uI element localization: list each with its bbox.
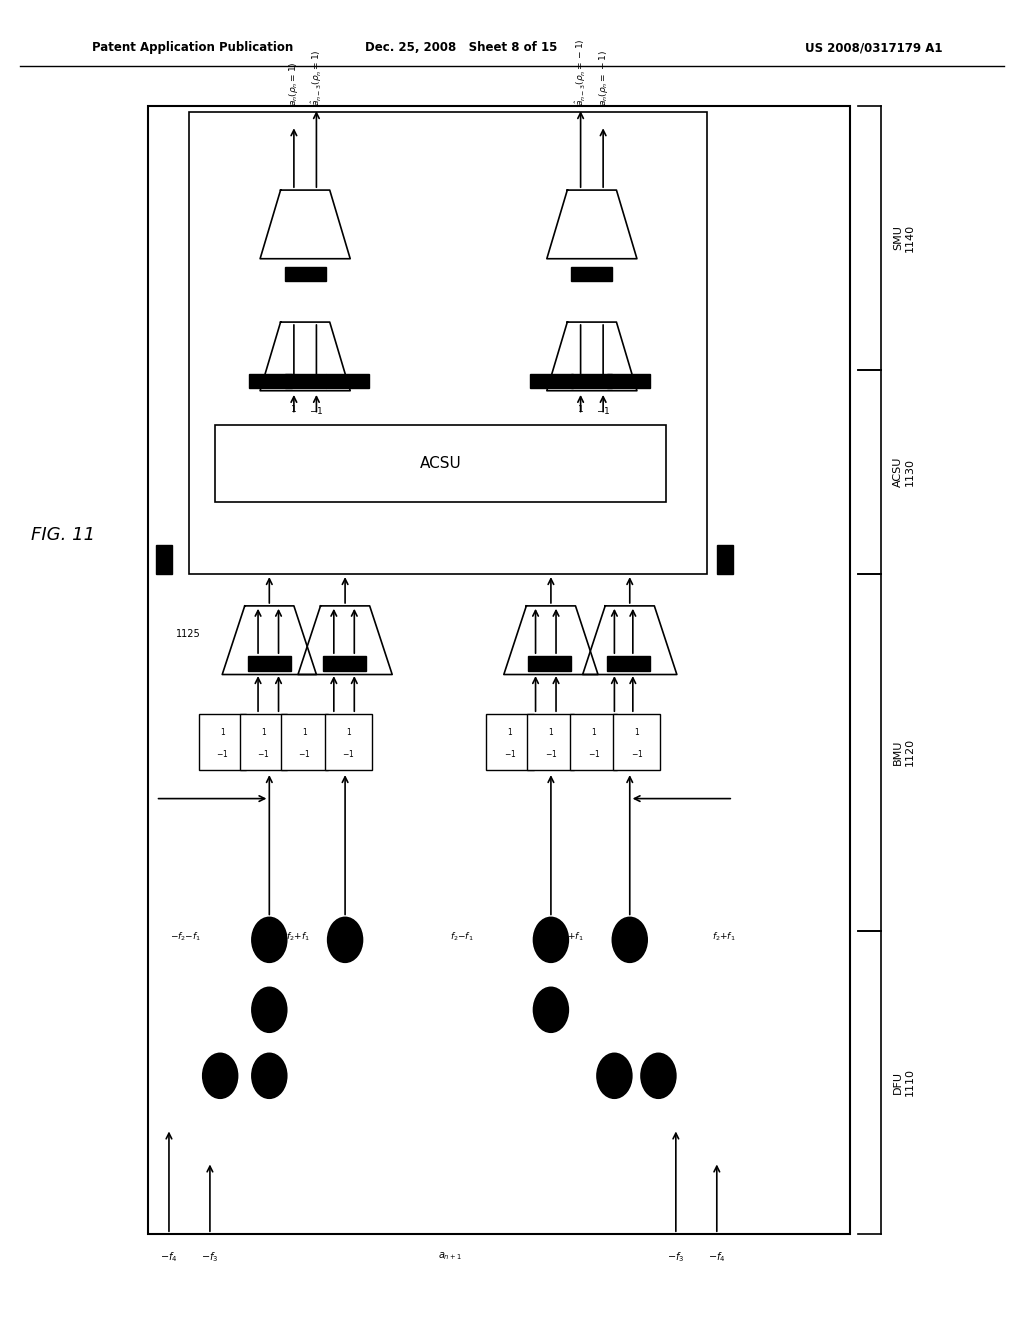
Bar bbox=[248, 656, 291, 671]
Circle shape bbox=[534, 917, 568, 962]
Text: $f_2{+}f_1$: $f_2{+}f_1$ bbox=[560, 931, 584, 944]
Bar bbox=[199, 714, 246, 770]
Text: $-1$: $-1$ bbox=[257, 748, 269, 759]
Bar bbox=[530, 374, 573, 388]
Bar bbox=[486, 714, 534, 770]
Text: $-1$: $-1$ bbox=[216, 748, 228, 759]
Bar bbox=[717, 545, 733, 574]
Text: $-1$: $-1$ bbox=[309, 405, 324, 416]
Text: $-f_3$: $-f_3$ bbox=[668, 1250, 684, 1263]
Text: $-f_3$: $-f_3$ bbox=[202, 1250, 218, 1263]
Bar bbox=[285, 267, 326, 281]
Polygon shape bbox=[298, 606, 392, 675]
Text: FIG. 11: FIG. 11 bbox=[32, 525, 95, 544]
Text: 1: 1 bbox=[220, 729, 224, 737]
Text: $f_2{-}f_1$: $f_2{-}f_1$ bbox=[451, 931, 474, 944]
Polygon shape bbox=[547, 322, 637, 391]
Text: 1: 1 bbox=[635, 729, 639, 737]
Bar bbox=[148, 106, 850, 1234]
Bar bbox=[323, 656, 366, 671]
Text: 1: 1 bbox=[261, 729, 265, 737]
Polygon shape bbox=[583, 606, 677, 675]
Bar bbox=[325, 714, 372, 770]
Text: $\hat{a}_{n-3}(\rho_n{=}-1)$: $\hat{a}_{n-3}(\rho_n{=}-1)$ bbox=[573, 38, 588, 106]
Circle shape bbox=[328, 917, 362, 962]
Text: 1: 1 bbox=[549, 729, 553, 737]
Text: BMU
1120: BMU 1120 bbox=[893, 738, 914, 767]
Text: DFU
1110: DFU 1110 bbox=[893, 1068, 914, 1097]
Bar bbox=[570, 714, 617, 770]
Text: 1: 1 bbox=[508, 729, 512, 737]
Bar bbox=[285, 374, 326, 388]
Circle shape bbox=[534, 987, 568, 1032]
Text: $-1$: $-1$ bbox=[504, 748, 516, 759]
Circle shape bbox=[597, 1053, 632, 1098]
Text: $a_{n+1}$: $a_{n+1}$ bbox=[438, 1250, 463, 1262]
Bar bbox=[607, 656, 650, 671]
Circle shape bbox=[203, 1053, 238, 1098]
Polygon shape bbox=[260, 322, 350, 391]
Bar bbox=[607, 374, 650, 388]
Text: Patent Application Publication: Patent Application Publication bbox=[92, 41, 294, 54]
Polygon shape bbox=[547, 190, 637, 259]
Circle shape bbox=[252, 1053, 287, 1098]
Text: $-1$: $-1$ bbox=[342, 748, 354, 759]
Text: US 2008/0317179 A1: US 2008/0317179 A1 bbox=[805, 41, 942, 54]
Text: $-1$: $-1$ bbox=[298, 748, 310, 759]
Bar bbox=[528, 656, 571, 671]
Text: SMU
1140: SMU 1140 bbox=[893, 223, 914, 252]
Text: 1: 1 bbox=[302, 729, 306, 737]
Text: $-f_2{-}f_1$: $-f_2{-}f_1$ bbox=[170, 931, 201, 944]
Text: 1: 1 bbox=[346, 729, 350, 737]
Bar bbox=[215, 425, 666, 502]
Bar bbox=[189, 112, 707, 574]
Polygon shape bbox=[222, 606, 316, 675]
Circle shape bbox=[641, 1053, 676, 1098]
Circle shape bbox=[252, 987, 287, 1032]
Text: 1125: 1125 bbox=[176, 628, 201, 639]
Text: 1: 1 bbox=[291, 405, 297, 414]
Text: $-1$: $-1$ bbox=[588, 748, 600, 759]
Polygon shape bbox=[504, 606, 598, 675]
Text: 1: 1 bbox=[592, 729, 596, 737]
Bar bbox=[613, 714, 660, 770]
Text: $-1$: $-1$ bbox=[631, 748, 643, 759]
Bar bbox=[249, 374, 292, 388]
Text: $-f_4$: $-f_4$ bbox=[708, 1250, 726, 1263]
Bar bbox=[281, 714, 328, 770]
Text: ACSU: ACSU bbox=[420, 455, 461, 471]
Circle shape bbox=[612, 917, 647, 962]
Text: 1: 1 bbox=[578, 405, 584, 414]
Bar bbox=[326, 374, 369, 388]
Text: $\hat{a}_{n-3}(\rho_n{=}1)$: $\hat{a}_{n-3}(\rho_n{=}1)$ bbox=[309, 49, 324, 106]
Text: $-1$: $-1$ bbox=[596, 405, 610, 416]
Bar bbox=[571, 267, 612, 281]
Circle shape bbox=[252, 917, 287, 962]
Text: $f_2{+}f_1$: $f_2{+}f_1$ bbox=[712, 931, 735, 944]
Text: $-1$: $-1$ bbox=[545, 748, 557, 759]
Bar bbox=[240, 714, 287, 770]
Text: $-f_4$: $-f_4$ bbox=[160, 1250, 178, 1263]
Polygon shape bbox=[260, 190, 350, 259]
Text: $a_n(\rho_n{=}-1)$: $a_n(\rho_n{=}-1)$ bbox=[597, 50, 609, 106]
Bar bbox=[571, 374, 612, 388]
Text: ACSU
1130: ACSU 1130 bbox=[893, 457, 914, 487]
Bar bbox=[527, 714, 574, 770]
Text: $-f_2{+}f_1$: $-f_2{+}f_1$ bbox=[279, 931, 309, 944]
Text: Dec. 25, 2008   Sheet 8 of 15: Dec. 25, 2008 Sheet 8 of 15 bbox=[365, 41, 557, 54]
Text: $a_n(\rho_n{=}1)$: $a_n(\rho_n{=}1)$ bbox=[288, 61, 300, 106]
Bar bbox=[156, 545, 172, 574]
